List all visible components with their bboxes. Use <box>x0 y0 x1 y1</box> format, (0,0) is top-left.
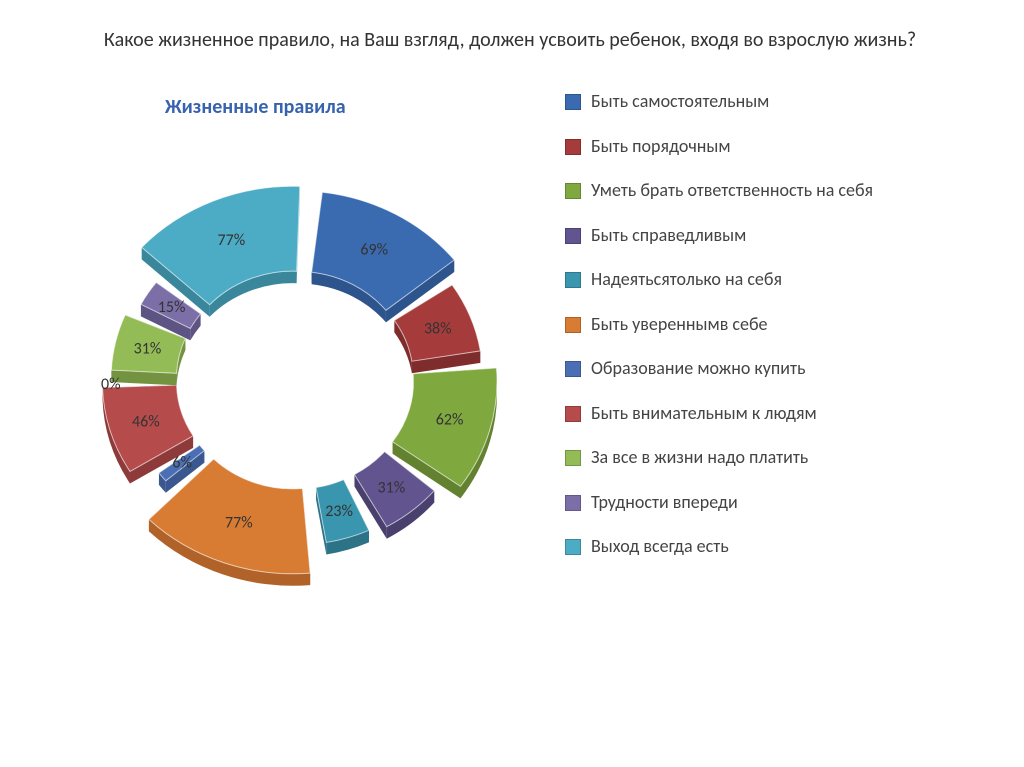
slice-label: 38% <box>424 319 452 338</box>
legend-swatch <box>565 272 581 288</box>
legend-label: Быть внимательным к людям <box>591 402 817 425</box>
slice-label: 46% <box>132 412 160 431</box>
legend-item: Выход всегда есть <box>565 535 1005 558</box>
slice-label: 77% <box>217 231 245 250</box>
slice-label: 69% <box>360 240 388 259</box>
donut-chart: 69% 38% 62% 31% 23% 77% 6% 46% 31% 15% 77% 0% <box>45 120 545 620</box>
legend-swatch <box>565 183 581 199</box>
chart-svg: 69% 38% 62% 31% 23% 77% 6% 46% 31% 15% 77% 0% <box>45 120 545 620</box>
question-title: Какое жизненное правило, на Ваш взгляд, … <box>60 28 960 52</box>
legend-item: Быть порядочным <box>565 135 1005 158</box>
legend-swatch <box>565 317 581 333</box>
legend-swatch <box>565 361 581 377</box>
legend-item: Уметь брать ответственность на себя <box>565 179 1005 202</box>
slice-label: 62% <box>436 411 464 430</box>
slice-label: 31% <box>378 478 406 497</box>
legend-swatch <box>565 450 581 466</box>
legend-label: За все в жизни надо платить <box>591 446 808 469</box>
slice-label: 31% <box>134 340 162 359</box>
legend-label: Быть увереннымв себе <box>591 313 768 336</box>
legend-item: Надеятьсятолько на себя <box>565 268 1005 291</box>
legend-swatch <box>565 495 581 511</box>
legend-item: Быть самостоятельным <box>565 90 1005 113</box>
legend-item: Быть внимательным к людям <box>565 402 1005 425</box>
legend-swatch <box>565 139 581 155</box>
slice-label-zero: 0% <box>101 375 121 394</box>
legend-label: Быть порядочным <box>591 135 731 158</box>
legend-label: Трудности впереди <box>591 491 738 514</box>
slice-label: 15% <box>158 298 186 317</box>
slice-label: 77% <box>225 514 253 533</box>
legend-swatch <box>565 94 581 110</box>
slice-label: 6% <box>172 453 192 472</box>
legend-item: Трудности впереди <box>565 491 1005 514</box>
legend-label: Образование можно купить <box>591 357 805 380</box>
legend-label: Надеятьсятолько на себя <box>591 268 782 291</box>
legend-label: Уметь брать ответственность на себя <box>591 179 873 202</box>
legend-item: Образование можно купить <box>565 357 1005 380</box>
legend-label: Выход всегда есть <box>591 535 729 558</box>
slice-label: 23% <box>325 502 353 521</box>
legend-label: Быть самостоятельным <box>591 90 769 113</box>
legend-item: Быть увереннымв себе <box>565 313 1005 336</box>
legend-item: За все в жизни надо платить <box>565 446 1005 469</box>
legend-item: Быть справедливым <box>565 224 1005 247</box>
legend: Быть самостоятельным Быть порядочным Уметь… <box>565 90 1005 580</box>
legend-swatch <box>565 228 581 244</box>
legend-swatch <box>565 539 581 555</box>
legend-swatch <box>565 406 581 422</box>
chart-title: Жизненные правила <box>165 95 346 119</box>
legend-label: Быть справедливым <box>591 224 746 247</box>
